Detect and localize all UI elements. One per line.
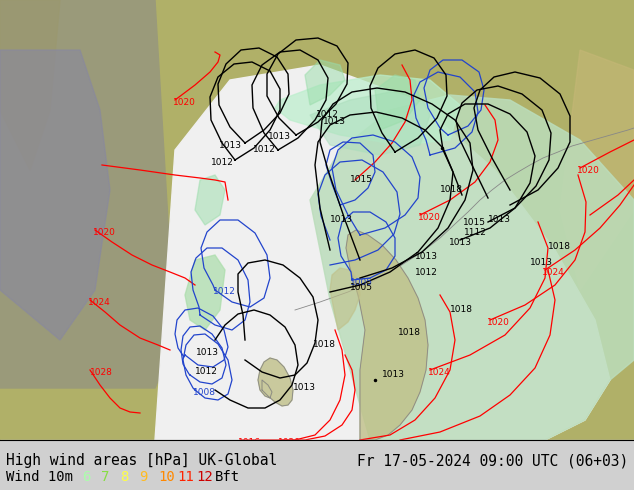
Text: High wind areas [hPa] UK-Global: High wind areas [hPa] UK-Global [6, 453, 277, 468]
Text: 1005: 1005 [350, 283, 373, 292]
Text: 8: 8 [120, 470, 128, 484]
Text: 1005: 1005 [350, 278, 373, 287]
Text: 1013: 1013 [196, 348, 219, 357]
Polygon shape [375, 75, 420, 130]
Text: 1012: 1012 [213, 287, 236, 296]
Text: 1012: 1012 [211, 158, 234, 167]
Polygon shape [330, 268, 360, 330]
Text: 1018: 1018 [440, 185, 463, 194]
Text: 1020: 1020 [173, 98, 196, 107]
Text: 1012: 1012 [316, 110, 339, 119]
Text: 1013: 1013 [382, 370, 405, 379]
Text: 1013: 1013 [530, 258, 553, 267]
Text: 1018: 1018 [398, 328, 421, 337]
Text: 1020: 1020 [93, 228, 116, 237]
Text: 1020: 1020 [418, 213, 441, 222]
Text: 1013: 1013 [293, 383, 316, 392]
Text: 1013: 1013 [323, 117, 346, 126]
Text: 1015: 1015 [350, 175, 373, 184]
Bar [0, 0, 634, 50]
Text: 1013: 1013 [330, 215, 353, 224]
Text: 1013: 1013 [415, 252, 438, 261]
Text: 12: 12 [196, 470, 213, 484]
Text: 1018: 1018 [450, 305, 473, 314]
Text: 1013: 1013 [449, 238, 472, 247]
Text: 1024: 1024 [88, 298, 111, 307]
Polygon shape [0, 0, 60, 170]
Text: Wind 10m: Wind 10m [6, 470, 73, 484]
Text: 10: 10 [158, 470, 175, 484]
Bar [0, 440, 634, 490]
Polygon shape [310, 92, 430, 155]
Text: 1008: 1008 [193, 388, 216, 397]
Polygon shape [275, 75, 460, 145]
Text: 1112: 1112 [464, 228, 487, 237]
Text: 1024: 1024 [428, 368, 451, 377]
Text: 7: 7 [101, 470, 110, 484]
Polygon shape [0, 50, 110, 340]
Text: 1013: 1013 [268, 132, 291, 141]
Text: 1013: 1013 [488, 215, 511, 224]
Text: 1020: 1020 [487, 318, 510, 327]
Text: 1015: 1015 [463, 218, 486, 227]
Text: 1024: 1024 [542, 268, 565, 277]
Polygon shape [258, 358, 293, 406]
Text: 1012: 1012 [415, 268, 438, 277]
Text: 1018: 1018 [548, 242, 571, 251]
Text: 1016: 1016 [238, 438, 261, 447]
Text: 1020: 1020 [577, 166, 600, 175]
Text: 1028: 1028 [90, 368, 113, 377]
Text: Bft: Bft [215, 470, 240, 484]
Polygon shape [346, 230, 428, 440]
Text: 1020: 1020 [278, 438, 301, 447]
Polygon shape [305, 60, 345, 105]
Text: 1018: 1018 [313, 340, 336, 349]
Text: 1012: 1012 [253, 145, 276, 154]
Text: 11: 11 [177, 470, 194, 484]
Text: Fr 17-05-2024 09:00 UTC (06+03): Fr 17-05-2024 09:00 UTC (06+03) [357, 453, 628, 468]
Text: 1012: 1012 [195, 367, 218, 376]
Polygon shape [155, 65, 610, 440]
Text: 1013: 1013 [219, 141, 242, 150]
Polygon shape [195, 175, 225, 225]
Polygon shape [0, 0, 175, 388]
Text: 9: 9 [139, 470, 147, 484]
Bar [0, 0, 634, 50]
Polygon shape [310, 95, 634, 440]
Polygon shape [185, 255, 225, 330]
Polygon shape [560, 50, 634, 290]
Text: 6: 6 [82, 470, 91, 484]
